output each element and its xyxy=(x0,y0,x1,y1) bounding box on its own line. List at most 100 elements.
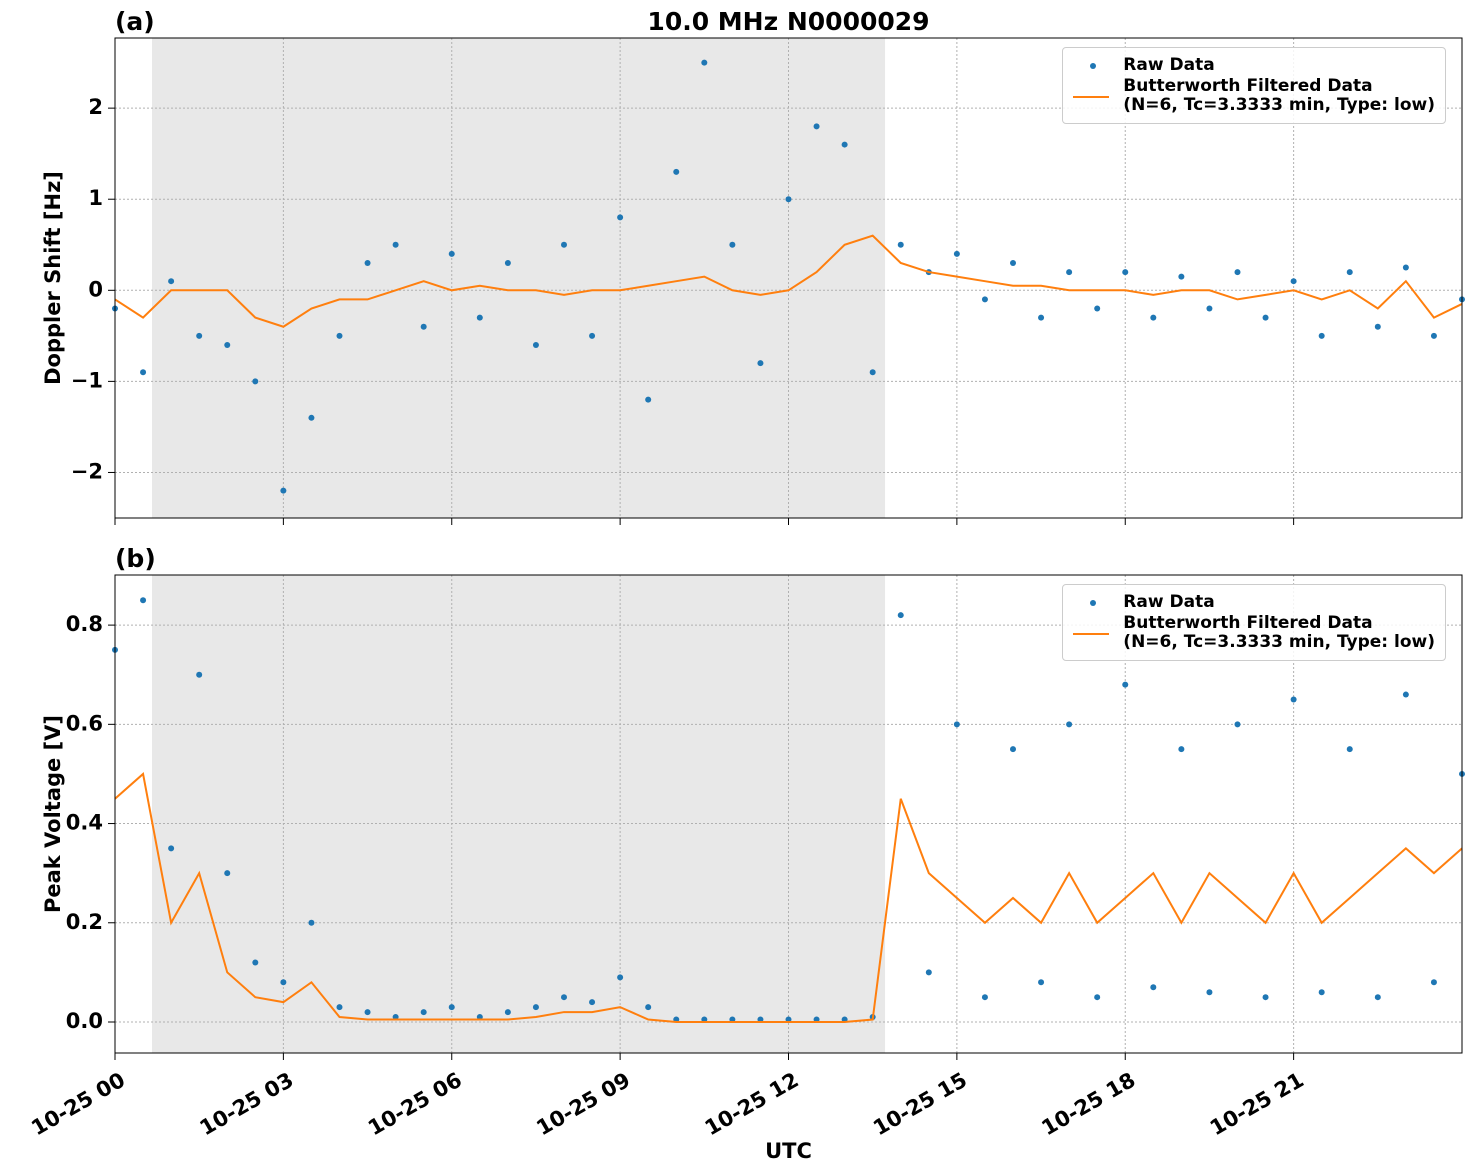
axes-frame xyxy=(114,37,1463,519)
raw-point xyxy=(336,332,343,339)
raw-point xyxy=(1234,721,1241,728)
raw-point xyxy=(953,250,960,257)
raw-point xyxy=(1318,989,1325,996)
raw-point xyxy=(224,870,231,877)
raw-point xyxy=(981,296,988,303)
raw-point xyxy=(168,845,175,852)
raw-point xyxy=(336,1004,343,1011)
filtered-line xyxy=(114,234,1463,328)
y-tick-label: 1 xyxy=(88,186,103,210)
panel-label: (b) xyxy=(115,544,156,573)
x-tick-label: 10-25 21 xyxy=(1206,1068,1308,1141)
legend-entry: Raw Data xyxy=(1073,56,1435,75)
raw-point xyxy=(224,341,231,348)
legend-entry: Raw Data xyxy=(1073,593,1435,612)
raw-point xyxy=(308,919,315,926)
y-axis-label: Peak Voltage [V] xyxy=(41,715,65,913)
y-tick-label: 0 xyxy=(88,277,103,301)
raw-point xyxy=(1374,323,1381,330)
raw-point xyxy=(1094,994,1101,1001)
raw-point xyxy=(392,241,399,248)
raw-point xyxy=(1262,994,1269,1001)
legend-label: Butterworth Filtered Data (N=6, Tc=3.333… xyxy=(1123,76,1435,115)
raw-point xyxy=(1094,305,1101,312)
raw-point xyxy=(869,369,876,376)
filtered-line xyxy=(114,772,1463,1023)
raw-point xyxy=(168,278,175,285)
raw-point xyxy=(1290,696,1297,703)
raw-point xyxy=(841,141,848,148)
legend-label: Butterworth Filtered Data (N=6, Tc=3.333… xyxy=(1123,613,1435,652)
raw-point xyxy=(981,994,988,1001)
legend-label: Raw Data xyxy=(1123,592,1215,612)
raw-point xyxy=(897,612,904,619)
x-tick-label: 10-25 18 xyxy=(1038,1068,1140,1141)
raw-point xyxy=(1066,269,1073,276)
raw-point xyxy=(1122,269,1129,276)
raw-point xyxy=(1346,269,1353,276)
y-tick-label: 0.0 xyxy=(66,1009,103,1033)
raw-point xyxy=(589,332,596,339)
raw-point xyxy=(729,241,736,248)
raw-point xyxy=(476,314,483,321)
y-tick-label: 0.6 xyxy=(66,711,103,735)
raw-point xyxy=(1150,984,1157,991)
legend: Raw Data Butterworth Filtered Data (N=6, … xyxy=(1062,47,1446,124)
raw-point xyxy=(1430,979,1437,986)
y-tick-label: 0.2 xyxy=(66,910,103,934)
chart-title: 10.0 MHz N0000029 xyxy=(647,7,929,36)
raw-point xyxy=(1206,989,1213,996)
raw-point xyxy=(308,414,315,421)
y-tick-label: 2 xyxy=(88,95,103,119)
raw-point xyxy=(1374,994,1381,1001)
raw-point xyxy=(1038,979,1045,986)
x-tick-label: 10-25 09 xyxy=(532,1068,634,1141)
raw-point xyxy=(701,59,708,66)
raw-point xyxy=(589,999,596,1006)
x-axis-label: UTC xyxy=(765,1139,812,1163)
raw-point xyxy=(1318,332,1325,339)
raw-point xyxy=(925,969,932,976)
raw-point xyxy=(1206,305,1213,312)
raw-point xyxy=(140,597,147,604)
raw-point xyxy=(785,196,792,203)
x-tick-label: 10-25 06 xyxy=(364,1068,466,1141)
raw-point xyxy=(1234,269,1241,276)
raw-point xyxy=(1066,721,1073,728)
night-shade xyxy=(152,575,886,1053)
raw-point xyxy=(757,360,764,367)
raw-point xyxy=(140,369,147,376)
raw-point xyxy=(617,974,624,981)
raw-point xyxy=(532,1004,539,1011)
y-tick-label: −1 xyxy=(71,368,103,392)
raw-point xyxy=(532,341,539,348)
raw-point xyxy=(1290,278,1297,285)
raw-point xyxy=(504,259,511,266)
raw-point xyxy=(196,671,203,678)
night-shade xyxy=(152,38,886,518)
legend-label: Raw Data xyxy=(1123,55,1215,75)
raw-point xyxy=(1150,314,1157,321)
raw-point xyxy=(448,250,455,257)
raw-point xyxy=(448,1004,455,1011)
x-tick-label: 10-25 03 xyxy=(196,1068,298,1141)
raw-point xyxy=(813,123,820,130)
raw-point xyxy=(252,378,259,385)
raw-point xyxy=(1010,259,1016,266)
raw-point xyxy=(504,1009,511,1016)
y-tick-label: 0.8 xyxy=(66,612,103,636)
raw-point xyxy=(1262,314,1269,321)
raw-point xyxy=(280,979,287,986)
raw-point xyxy=(953,721,960,728)
raw-point xyxy=(645,1004,652,1011)
axes-frame xyxy=(114,574,1463,1054)
raw-point xyxy=(645,396,652,403)
raw-point xyxy=(897,241,904,248)
legend: Raw Data Butterworth Filtered Data (N=6, … xyxy=(1062,584,1446,661)
legend-entry: Butterworth Filtered Data (N=6, Tc=3.333… xyxy=(1073,77,1435,115)
raw-point xyxy=(1038,314,1045,321)
panel-label: (a) xyxy=(115,7,155,36)
raw-point xyxy=(420,323,427,330)
raw-point xyxy=(1346,746,1353,753)
